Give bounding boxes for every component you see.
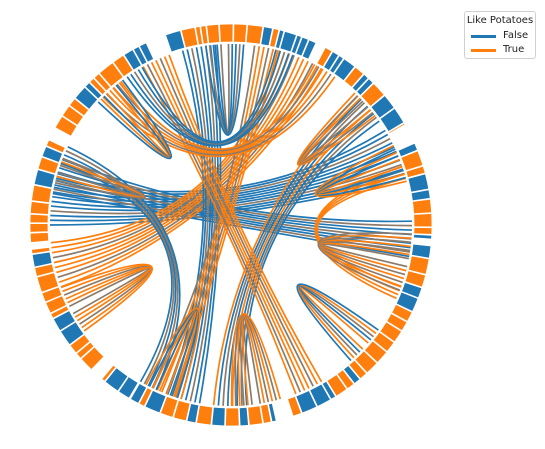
ring-segment-31 (30, 201, 49, 214)
legend: Like Potatoes False True (464, 11, 536, 59)
chord-link-96 (63, 265, 152, 327)
chord-link-112 (298, 285, 376, 358)
ring-segment-30 (30, 214, 48, 223)
legend-swatch-true (471, 49, 496, 52)
ring-segment-54 (219, 24, 233, 42)
ring-segment-84 (412, 244, 431, 258)
ring-segment-82 (414, 227, 432, 234)
ring-segment-3 (239, 407, 248, 425)
ring-segment-32 (31, 185, 51, 203)
legend-label-false: False (503, 30, 528, 41)
ring-segment-6 (197, 405, 213, 425)
legend-title: Like Potatoes (465, 15, 535, 26)
legend-label-true: True (503, 44, 524, 55)
ring-segment-2 (248, 406, 263, 425)
ring-segment-81 (414, 213, 432, 226)
ring-segment-4 (225, 408, 239, 426)
ring-segment-28 (30, 232, 49, 242)
ring-segment-29 (30, 224, 48, 233)
ring-segment-5 (212, 407, 225, 426)
ring-segment-56 (246, 25, 263, 45)
ring-segment-80 (412, 199, 431, 214)
ring-segment-83 (414, 234, 432, 239)
chord-link-111 (298, 285, 374, 355)
chord-links (50, 44, 412, 406)
ring-segment-53 (207, 24, 220, 43)
legend-swatch-false (471, 35, 496, 38)
ring-segment-55 (234, 24, 247, 43)
